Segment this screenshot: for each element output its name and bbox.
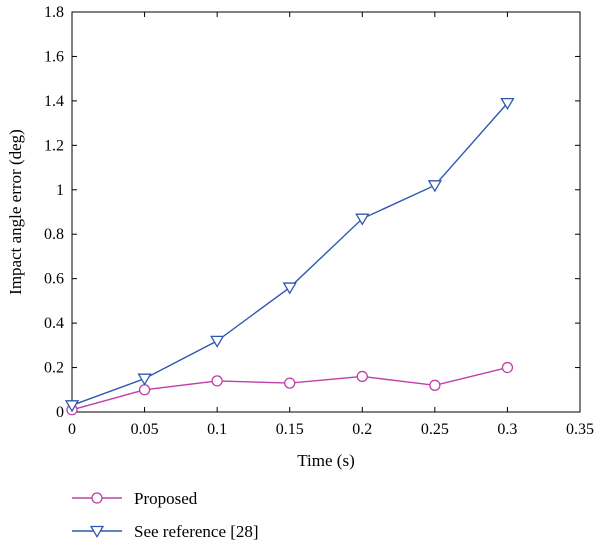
series-proposed — [66, 361, 514, 416]
data-point — [64, 400, 80, 413]
legend-label: See reference [28] — [134, 522, 259, 541]
y-tick-label: 1 — [56, 182, 64, 199]
data-point — [429, 379, 441, 391]
x-tick-label: 0 — [68, 421, 76, 438]
data-point — [500, 97, 515, 111]
y-tick-label: 1.6 — [44, 48, 64, 65]
legend-label: Proposed — [134, 489, 198, 508]
legend-item: See reference [28] — [72, 522, 259, 541]
legend-item: Proposed — [72, 489, 198, 508]
x-tick-label: 0.2 — [352, 421, 372, 438]
data-point — [501, 361, 514, 374]
y-tick-label: 0.6 — [44, 271, 64, 288]
data-point — [284, 377, 296, 389]
x-tick-label: 0.1 — [207, 421, 227, 438]
y-tick-label: 1.4 — [44, 93, 64, 110]
y-tick-label: 0 — [56, 404, 64, 421]
y-tick-label: 0.2 — [44, 360, 64, 377]
y-axis-title: Impact angle error (deg) — [6, 129, 25, 295]
data-point — [211, 375, 223, 387]
y-tick-label: 1.2 — [44, 137, 64, 154]
x-tick-label: 0.25 — [421, 421, 449, 438]
x-axis: 0 0.05 0.1 0.15 0.2 0.25 0.3 0.35 — [68, 12, 594, 438]
data-point — [355, 213, 370, 226]
x-tick-label: 0.15 — [276, 421, 304, 438]
data-point — [356, 370, 368, 383]
x-tick-label: 0.35 — [566, 421, 594, 438]
legend: Proposed See reference [28] — [72, 489, 259, 541]
y-tick-label: 0.8 — [44, 226, 64, 243]
plot-frame — [71, 11, 581, 413]
data-point — [210, 335, 225, 348]
data-point — [138, 384, 151, 396]
y-tick-label: 0.4 — [44, 315, 64, 332]
data-point — [427, 180, 442, 193]
legend-swatch-marker — [89, 525, 105, 538]
y-tick-label: 1.8 — [44, 4, 64, 21]
x-tick-label: 0.05 — [131, 421, 159, 438]
legend-swatch-marker — [91, 492, 103, 504]
series-line — [71, 102, 508, 406]
series-reference-28 — [64, 97, 515, 413]
data-point — [282, 282, 297, 295]
data-point — [137, 373, 152, 386]
y-axis: 0 0.2 0.4 0.6 0.8 1 1.2 1.4 1.6 1.8 — [44, 4, 580, 421]
series-layer — [64, 97, 515, 416]
x-axis-title: Time (s) — [297, 451, 354, 470]
x-tick-label: 0.3 — [497, 421, 517, 438]
